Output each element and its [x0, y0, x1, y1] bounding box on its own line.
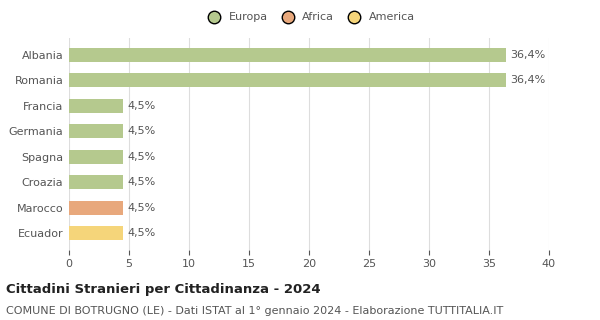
Text: 4,5%: 4,5% — [128, 101, 156, 111]
Bar — [69, 150, 123, 164]
Bar — [69, 73, 506, 87]
Bar — [69, 175, 123, 189]
Bar — [69, 201, 123, 215]
Text: COMUNE DI BOTRUGNO (LE) - Dati ISTAT al 1° gennaio 2024 - Elaborazione TUTTITALI: COMUNE DI BOTRUGNO (LE) - Dati ISTAT al … — [6, 306, 503, 316]
Bar — [69, 99, 123, 113]
Text: 4,5%: 4,5% — [128, 177, 156, 187]
Text: Cittadini Stranieri per Cittadinanza - 2024: Cittadini Stranieri per Cittadinanza - 2… — [6, 283, 320, 296]
Text: 36,4%: 36,4% — [511, 50, 546, 60]
Legend: Europa, Africa, America: Europa, Africa, America — [199, 8, 419, 27]
Text: 4,5%: 4,5% — [128, 126, 156, 136]
Bar — [69, 124, 123, 138]
Text: 4,5%: 4,5% — [128, 152, 156, 162]
Text: 4,5%: 4,5% — [128, 203, 156, 212]
Bar — [69, 48, 506, 62]
Text: 4,5%: 4,5% — [128, 228, 156, 238]
Text: 36,4%: 36,4% — [511, 76, 546, 85]
Bar — [69, 226, 123, 240]
